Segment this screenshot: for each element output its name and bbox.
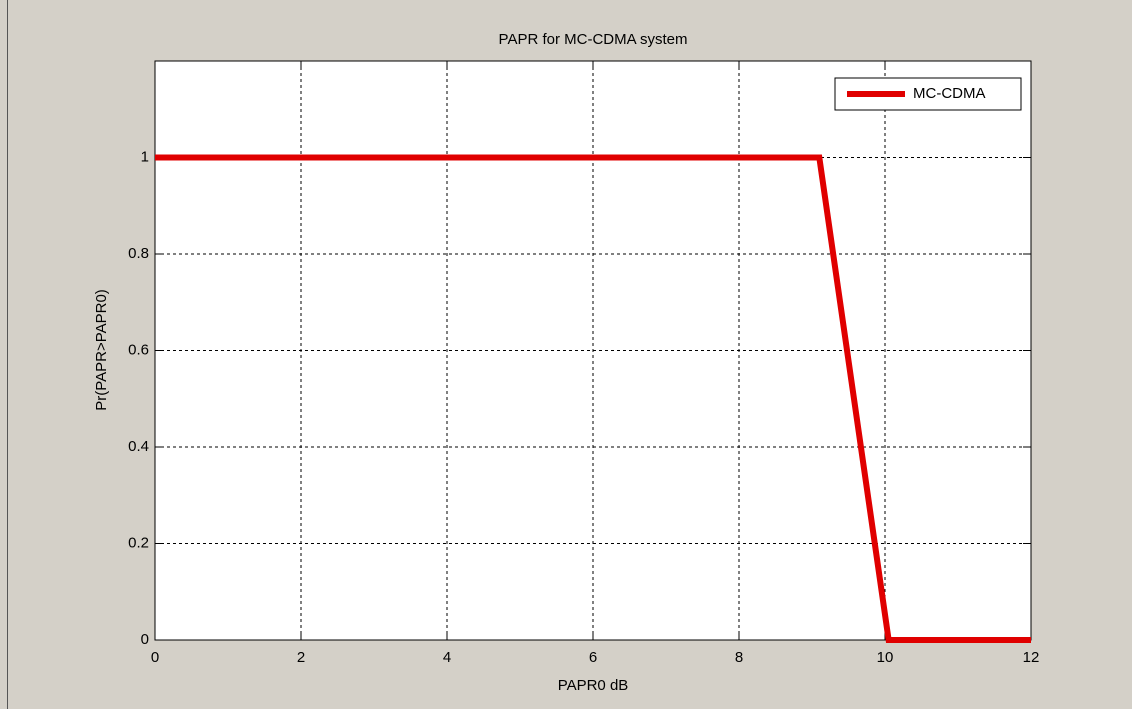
chart-title: PAPR for MC-CDMA system <box>499 31 688 48</box>
x-tick-label: 8 <box>735 649 743 666</box>
plot-frame <box>154 60 1032 641</box>
x-tick-label: 10 <box>877 649 894 666</box>
y-tick-label: 1 <box>141 148 149 165</box>
data-line <box>155 154 1031 643</box>
x-tick-label: 4 <box>443 649 451 666</box>
legend-label: MC-CDMA <box>913 85 986 102</box>
x-tick-label: 0 <box>151 649 159 666</box>
y-axis-label: Pr(PAPR>PAPR0) <box>93 289 110 411</box>
x-axis-label: PAPR0 dB <box>558 677 629 694</box>
y-tick-label: 0.6 <box>128 341 149 358</box>
y-tick-label: 0.2 <box>128 534 149 551</box>
y-tick-label: 0.4 <box>128 438 149 455</box>
y-tick-label: 0 <box>141 631 149 648</box>
x-tick-label: 2 <box>297 649 305 666</box>
x-tick-label: 12 <box>1023 649 1040 666</box>
y-tick-label: 0.8 <box>128 245 149 262</box>
x-tick-label: 6 <box>589 649 597 666</box>
